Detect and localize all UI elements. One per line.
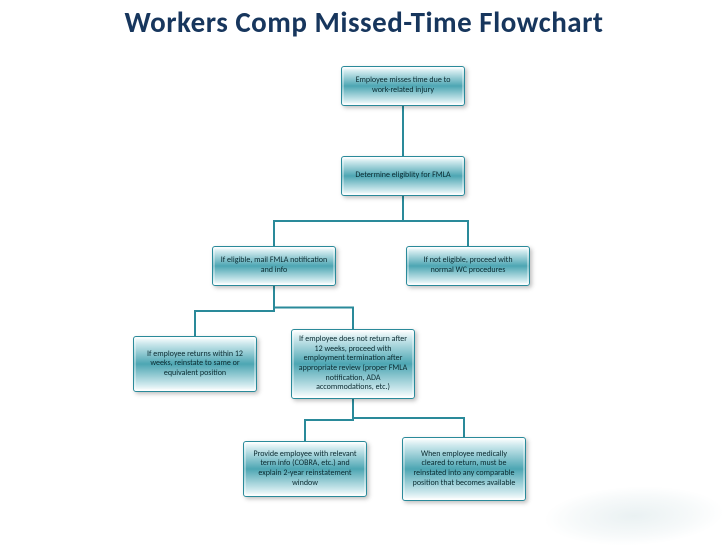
flowchart-node-label: If employee does not return after 12 wee… bbox=[298, 335, 408, 393]
flowchart-node: If not eligible, proceed with normal WC … bbox=[406, 246, 530, 286]
flowchart-node-label: Determine eligiblity for FMLA bbox=[355, 171, 450, 181]
flowchart-edge bbox=[403, 196, 468, 246]
flowchart-edge bbox=[353, 399, 464, 437]
flowchart-node-label: When employee medically cleared to retur… bbox=[409, 450, 519, 488]
flowchart-edge bbox=[274, 196, 403, 246]
flowchart-node: Determine eligiblity for FMLA bbox=[341, 156, 465, 196]
flowchart-node-label: If not eligible, proceed with normal WC … bbox=[413, 256, 523, 275]
flowchart-edge bbox=[305, 399, 353, 441]
flowchart-node: If eligible, mail FMLA notification and … bbox=[212, 246, 336, 286]
flowchart-node: Employee misses time due to work-related… bbox=[341, 66, 465, 106]
flowchart-node: When employee medically cleared to retur… bbox=[402, 437, 526, 501]
flowchart-node-label: If employee returns within 12 weeks, rei… bbox=[140, 350, 250, 379]
flowchart-container: Employee misses time due to work-related… bbox=[0, 64, 728, 546]
flowchart-node-label: Employee misses time due to work-related… bbox=[348, 76, 458, 95]
flowchart-node-label: If eligible, mail FMLA notification and … bbox=[219, 256, 329, 275]
flowchart-edge bbox=[274, 286, 353, 329]
page-title: Workers Comp Missed-Time Flowchart bbox=[0, 0, 728, 42]
flowchart-node: If employee returns within 12 weeks, rei… bbox=[133, 336, 257, 392]
flowchart-node: If employee does not return after 12 wee… bbox=[291, 329, 415, 399]
flowchart-node: Provide employee with relevant term info… bbox=[243, 441, 367, 497]
flowchart-edge bbox=[195, 286, 274, 336]
flowchart-node-label: Provide employee with relevant term info… bbox=[250, 450, 360, 488]
